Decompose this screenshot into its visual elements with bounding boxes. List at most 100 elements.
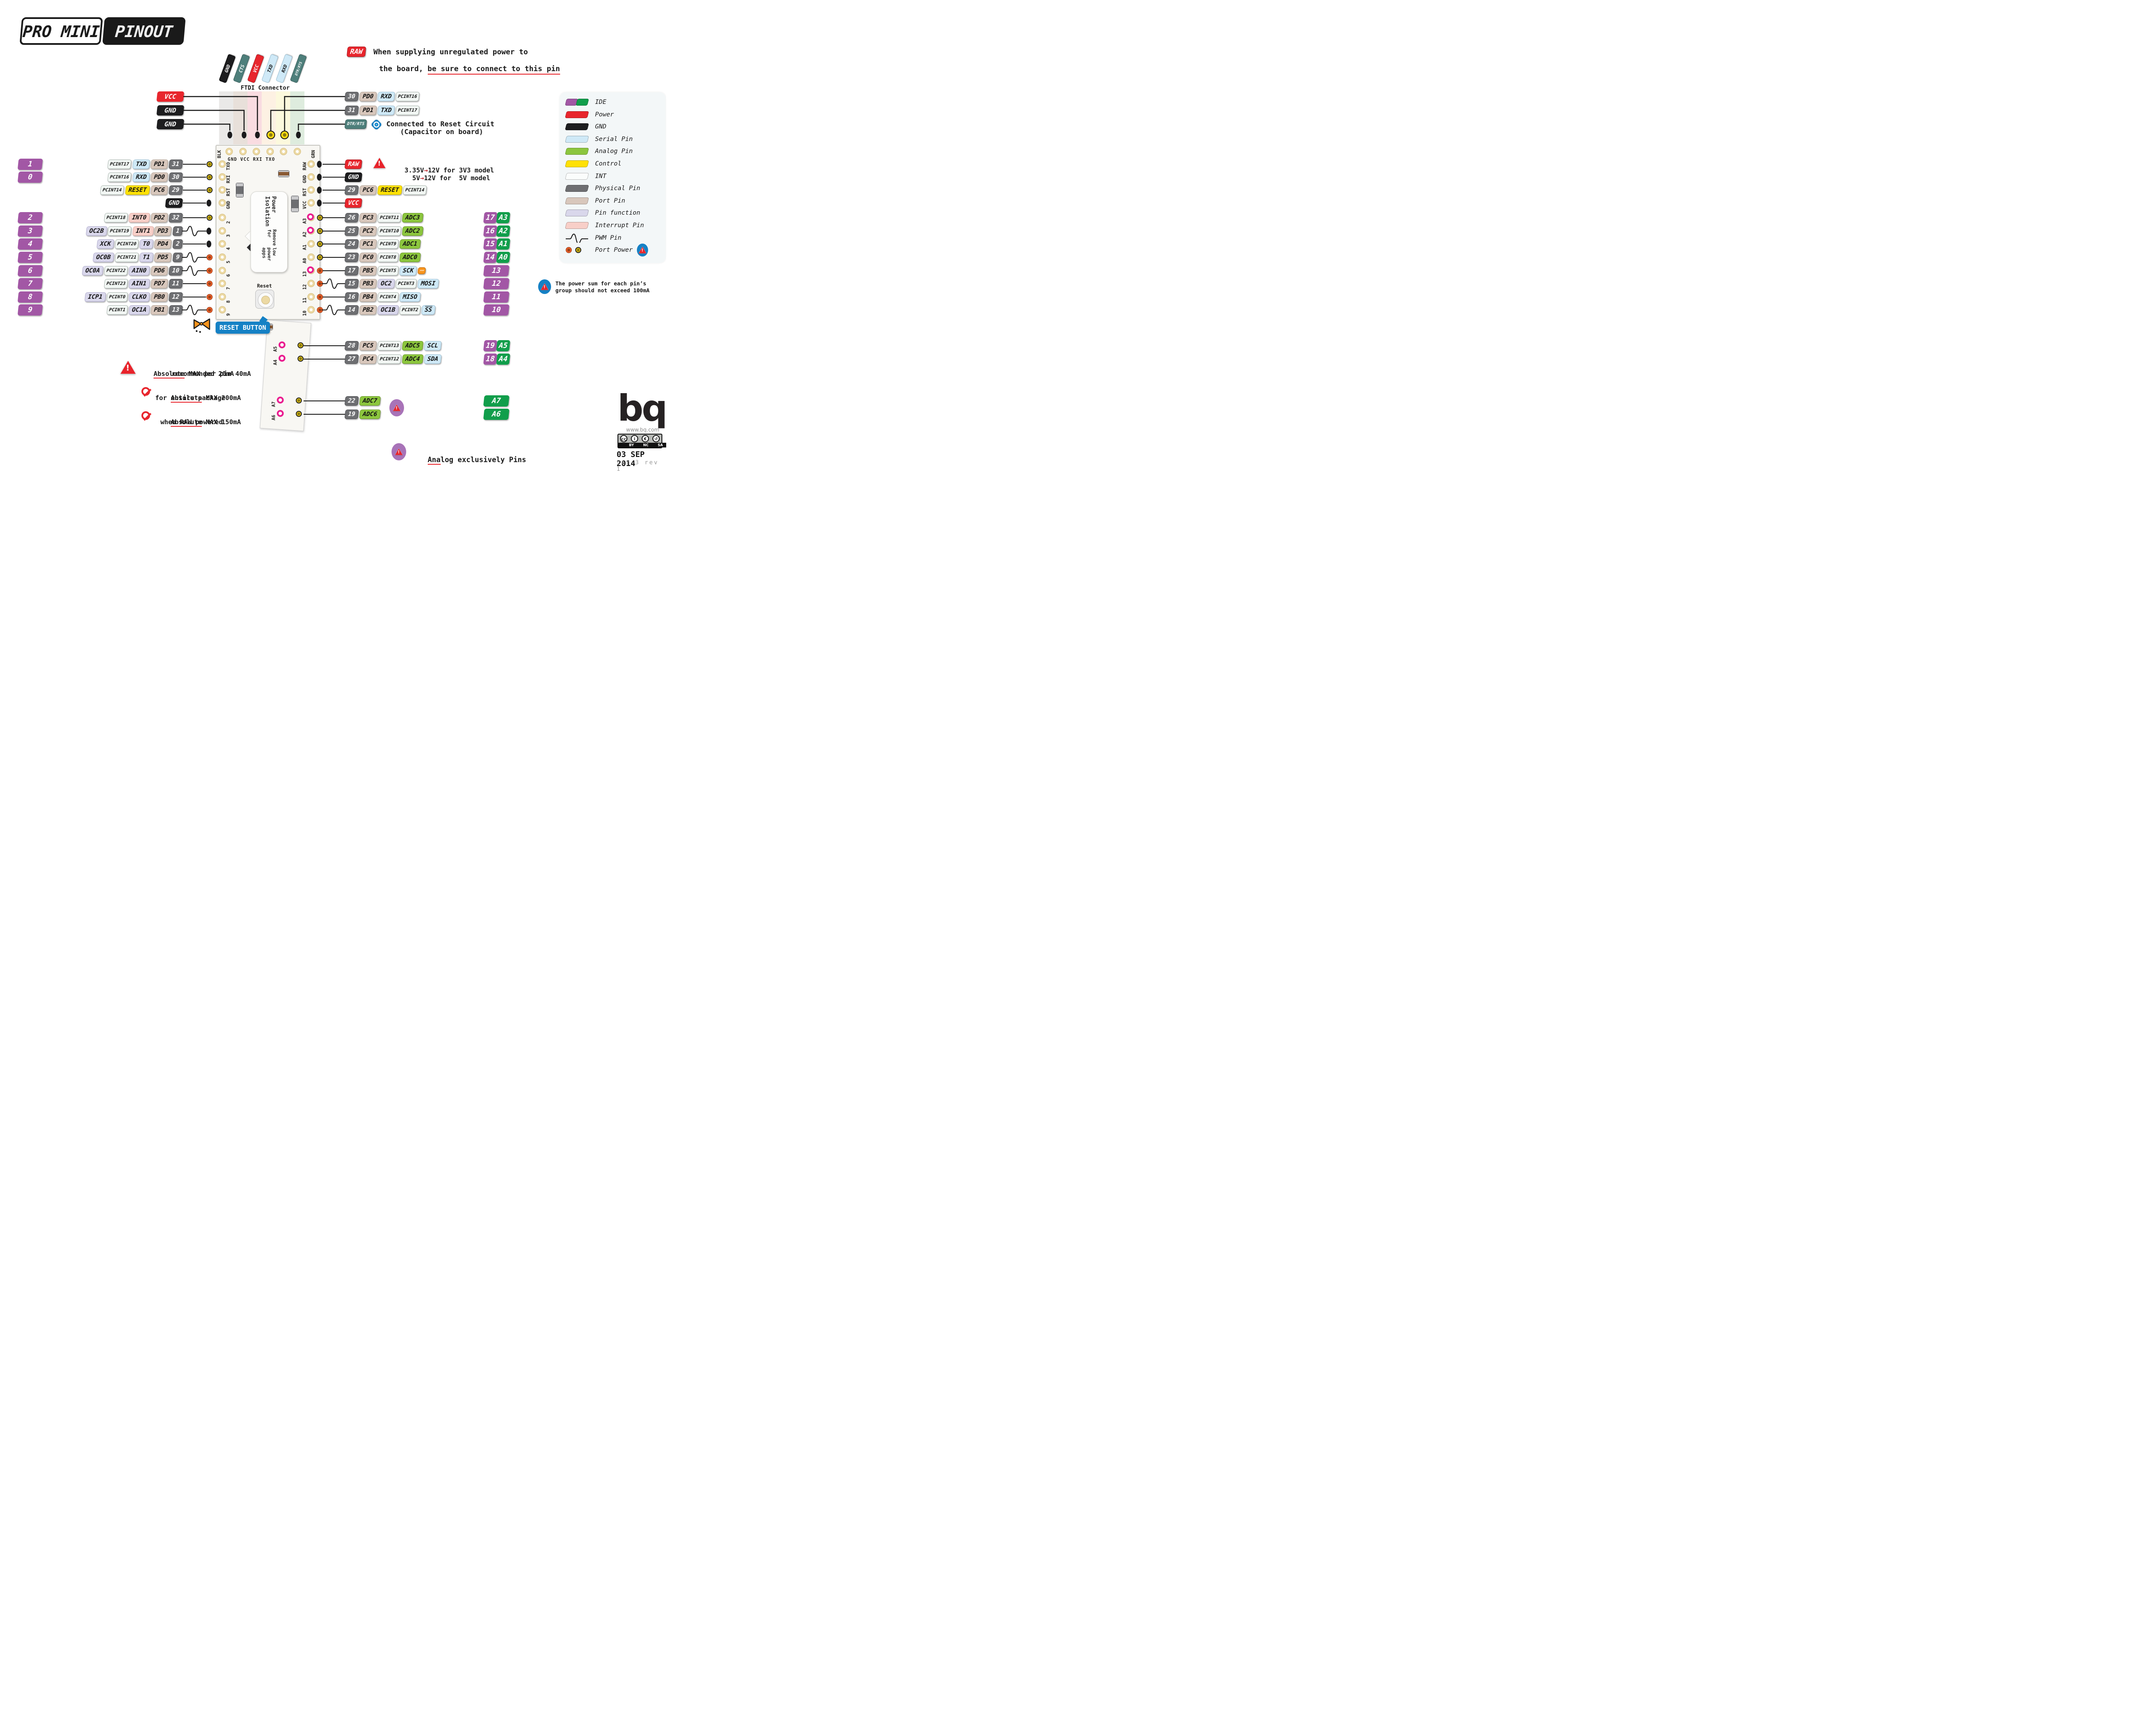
connector-line [304, 345, 345, 346]
pcb-hole [219, 267, 226, 274]
legend-item-pwm: PWM Pin [566, 233, 661, 243]
right-pin-row: DTR/RTS [0, 119, 666, 130]
pin-badge-pcint14: PCINT14 [403, 185, 427, 195]
pin-badge-19: 19 [344, 410, 359, 419]
pin-badge-pcint17: PCINT17 [395, 106, 420, 115]
right-pin-row: 31 PD1 TXD PCINT17 [0, 105, 666, 116]
legend-item-serial: Serial Pin [565, 135, 661, 144]
pin-badge-group: DTR/RTS [344, 119, 367, 130]
warning1-line1: Absolute MAX per pin 40mA [154, 370, 251, 378]
pin-badge-raw: RAW [344, 160, 363, 169]
subboard-analog-hole [277, 397, 284, 404]
right-pin-row: 25 PC2 PCINT10 ADC2 16 A2 [0, 225, 666, 237]
connector-hole-black [207, 241, 211, 247]
pin-badge-pcint9: PCINT9 [377, 239, 399, 249]
connector-line [304, 359, 345, 360]
pin-badge-27: 27 [344, 354, 359, 364]
pin-badge-pcint2: PCINT2 [399, 305, 421, 315]
connector-line [183, 177, 206, 178]
left-pin-row: 5 OC0B PCINT21 T1 PD5 9 [0, 252, 666, 263]
connector-hole-orange [207, 294, 213, 300]
connector-hole-black [317, 200, 322, 206]
connector-hole-black [317, 174, 322, 181]
bowtie-icon [193, 318, 210, 333]
power-sum-note-line1: The power sum for each pin’s [555, 280, 646, 287]
pin-badge-oc2: OC2 [377, 279, 395, 288]
ide-badge-pair: 12 [483, 278, 510, 289]
pin-badge-pc0: PC0 [359, 253, 377, 262]
pin-badge-pc6: PC6 [359, 185, 377, 195]
ide-pin-badge: 16 [483, 225, 498, 237]
connector-hole-orange [317, 268, 323, 274]
legend-label: Interrupt Pin [595, 222, 644, 229]
title-pro-mini: PRO MINI [19, 17, 103, 45]
connector-hole-black [317, 187, 322, 194]
pin-badge-group: 19 ADC6 [344, 409, 381, 420]
raw-note-line1: When supplying unregulated power to [373, 48, 528, 56]
legend-item-func: Pin function [565, 208, 661, 218]
pin-badge-group: 26 PC3 PCINT11 ADC3 [344, 212, 424, 223]
connector-line [323, 164, 345, 165]
ide-pin-badge: 15 [483, 238, 498, 250]
cc-license-badge: CC i € ↺ BY NC SA [617, 434, 666, 448]
pin-badge-gnd: GND [344, 172, 363, 182]
pin-badge-oc1b: OC1B [377, 305, 399, 315]
pin-badge-15: 15 [344, 279, 359, 288]
analog-pin-badge: A3 [496, 212, 511, 223]
right-pin-row: GND [0, 172, 666, 183]
pin-badge-25: 25 [344, 226, 359, 236]
ide-badge-pair: 13 [483, 265, 510, 276]
pcb-hole [308, 174, 314, 180]
pin-badge-pcint4: PCINT4 [377, 292, 399, 302]
connector-hole-yellow [317, 215, 323, 221]
pin-badge-ss: SS [421, 305, 436, 315]
pcb-hole [219, 200, 226, 206]
pin-badge-23: 23 [344, 253, 359, 262]
left-pin-row: GND [0, 197, 666, 209]
right-pin-row: 27 PC4 PCINT12 ADC4 SDA 18 A4 [0, 353, 666, 365]
pcb-hole [280, 148, 287, 155]
connector-line [183, 190, 206, 191]
port-power-icon [566, 247, 588, 253]
pcb-hole [308, 280, 314, 287]
pin-badge-rxd: RXD [377, 92, 395, 101]
connector-line [304, 400, 345, 401]
pcb-hole [219, 214, 226, 221]
pin-badge-pc2: PC2 [359, 226, 377, 236]
right-pin-row: 17 PB5 PCINT5 SCK ↗↗↗ 13 [0, 265, 666, 276]
legend-item-port: Port Pin [565, 196, 661, 206]
connector-line [323, 270, 345, 271]
ide-badge-pair: 15 A1 [483, 238, 511, 250]
reset-button [255, 290, 274, 309]
pcb-hole [266, 148, 273, 155]
analog-pin-badge: A4 [496, 353, 511, 365]
pin-badge-sda: SDA [423, 354, 442, 364]
analog-pin-badge: A5 [496, 340, 511, 351]
subboard-analog-hole [279, 355, 285, 362]
bubble-line1: Power Isolation [264, 196, 277, 227]
connector-line [323, 177, 345, 178]
warning2-line2: for entire package [155, 394, 226, 402]
pin-badge-pc3: PC3 [359, 213, 377, 222]
pin-badge-pcint11: PCINT11 [377, 213, 402, 222]
pin-badge-pcint13: PCINT13 [377, 341, 402, 350]
connector-hole-yellow [317, 228, 323, 234]
pin-badge-reset: RESET [377, 185, 403, 195]
warning1-line2: recommended 20mA [172, 370, 234, 378]
serial-legend-chip [565, 135, 589, 143]
subboard-connector-hole [298, 356, 304, 362]
analog-pins-note: Analog exclusively Pins [427, 456, 526, 465]
pcb-hole [308, 294, 314, 300]
warning3-line2: when RAW powered [160, 418, 223, 426]
legend-item-gnd: GND [565, 122, 661, 131]
max-current-warning-icon [120, 361, 136, 374]
bq-url: www.bq.com [626, 427, 659, 433]
pcb-hole [219, 307, 226, 313]
legend-label: Physical Pin [595, 185, 640, 192]
pin-badge-group: RAW [344, 159, 363, 170]
connector-hole-yellow [207, 187, 213, 193]
connector-line [323, 190, 345, 191]
pin-badge-pd0: PD0 [359, 92, 377, 101]
connector-hole-yellow [207, 215, 213, 221]
pcb-hole [308, 254, 314, 260]
